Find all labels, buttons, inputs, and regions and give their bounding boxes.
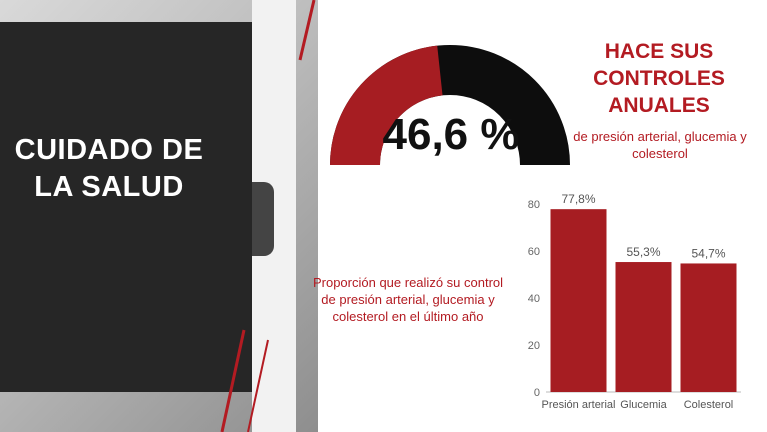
bar — [550, 209, 607, 392]
bar-value-label: 77,8% — [561, 192, 595, 206]
y-tick-label: 20 — [528, 340, 540, 352]
bar-value-label: 54,7% — [691, 246, 725, 260]
bar — [680, 263, 737, 392]
y-tick-label: 80 — [528, 199, 540, 211]
headline-title: HACE SUS CONTROLES ANUALES — [593, 40, 725, 117]
stripe-top — [298, 0, 316, 61]
stripe-bottom-b — [247, 339, 269, 432]
gauge-fill — [330, 45, 444, 166]
chart-caption: Proporción que realizó su control de pre… — [312, 275, 504, 324]
x-tick-label: Glucemia — [620, 399, 667, 411]
x-tick-label: Presión arterial — [542, 399, 616, 411]
gauge-chart — [330, 45, 570, 166]
y-tick-label: 0 — [534, 387, 540, 399]
x-tick-label: Colesterol — [684, 399, 734, 411]
stripe-bottom-a — [220, 329, 246, 432]
gauge-value: 46,6 % — [382, 110, 520, 159]
bar — [615, 262, 672, 392]
y-tick-label: 40 — [528, 293, 540, 305]
side-title: CUIDADO DE LA SALUD — [14, 134, 204, 203]
headline-subtitle: de presión arterial, glucemia y colester… — [573, 129, 747, 161]
bar-chart: 0 20 40 60 80 77,8% Presión arterial 55,3% Gluce… — [528, 192, 741, 411]
y-tick-label: 60 — [528, 246, 540, 258]
bar-value-label: 55,3% — [626, 245, 660, 259]
title-panel — [0, 22, 252, 392]
